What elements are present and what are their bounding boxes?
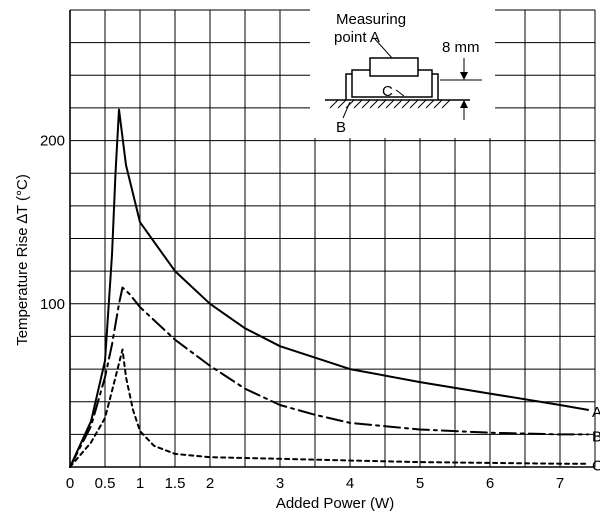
inset-pointer-a	[373, 37, 393, 59]
inset-point-c: C	[382, 83, 393, 100]
x-tick-label: 4	[346, 475, 354, 492]
series-label-c: C	[592, 458, 600, 475]
inset-measuring-label-1: Measuring	[336, 11, 406, 28]
series-labels: ABC	[592, 404, 600, 475]
inset-ground-hatch	[329, 99, 451, 109]
inset-pointer-b	[342, 101, 351, 119]
x-tick-label: 1.5	[165, 475, 186, 492]
x-tick-label: 2	[206, 475, 214, 492]
inset-point-b: B	[336, 119, 346, 136]
series-label-a: A	[592, 404, 600, 421]
x-tick-label: 1	[136, 475, 144, 492]
inset-dimension-label: 8 mm	[442, 39, 480, 56]
inset-lead-right	[432, 73, 439, 100]
x-tick-label: 5	[416, 475, 424, 492]
axes	[69, 10, 595, 468]
series-label-b: B	[592, 428, 600, 445]
series-line-c	[69, 348, 589, 468]
series	[69, 108, 589, 468]
series-line-a	[69, 108, 589, 468]
inset-diagram: Measuring point A 8 mm B C	[310, 6, 495, 138]
x-axis-label: Added Power (W)	[276, 495, 394, 512]
inset-pointer-c	[395, 89, 405, 97]
x-tick-label: 0.5	[95, 475, 116, 492]
x-tick-label: 7	[556, 475, 564, 492]
x-tick-label: 3	[276, 475, 284, 492]
inset-component-top	[369, 57, 419, 77]
y-axis-label: Temperature Rise ∆T (°C)	[14, 174, 31, 346]
inset-measuring-label-2: point A	[334, 29, 380, 46]
series-line-b	[69, 286, 589, 468]
tick-labels: 0 0.5 1 1.5 2 3 4 5 6 7 100 200	[40, 133, 564, 492]
inset-dim-arrowhead-bottom	[460, 100, 468, 108]
x-tick-label: 0	[66, 475, 74, 492]
y-tick-label: 200	[40, 133, 65, 150]
x-tick-label: 6	[486, 475, 494, 492]
y-tick-label: 100	[40, 296, 65, 313]
inset-dim-arrowhead-top	[460, 72, 468, 80]
inset-lead-left	[345, 73, 352, 100]
